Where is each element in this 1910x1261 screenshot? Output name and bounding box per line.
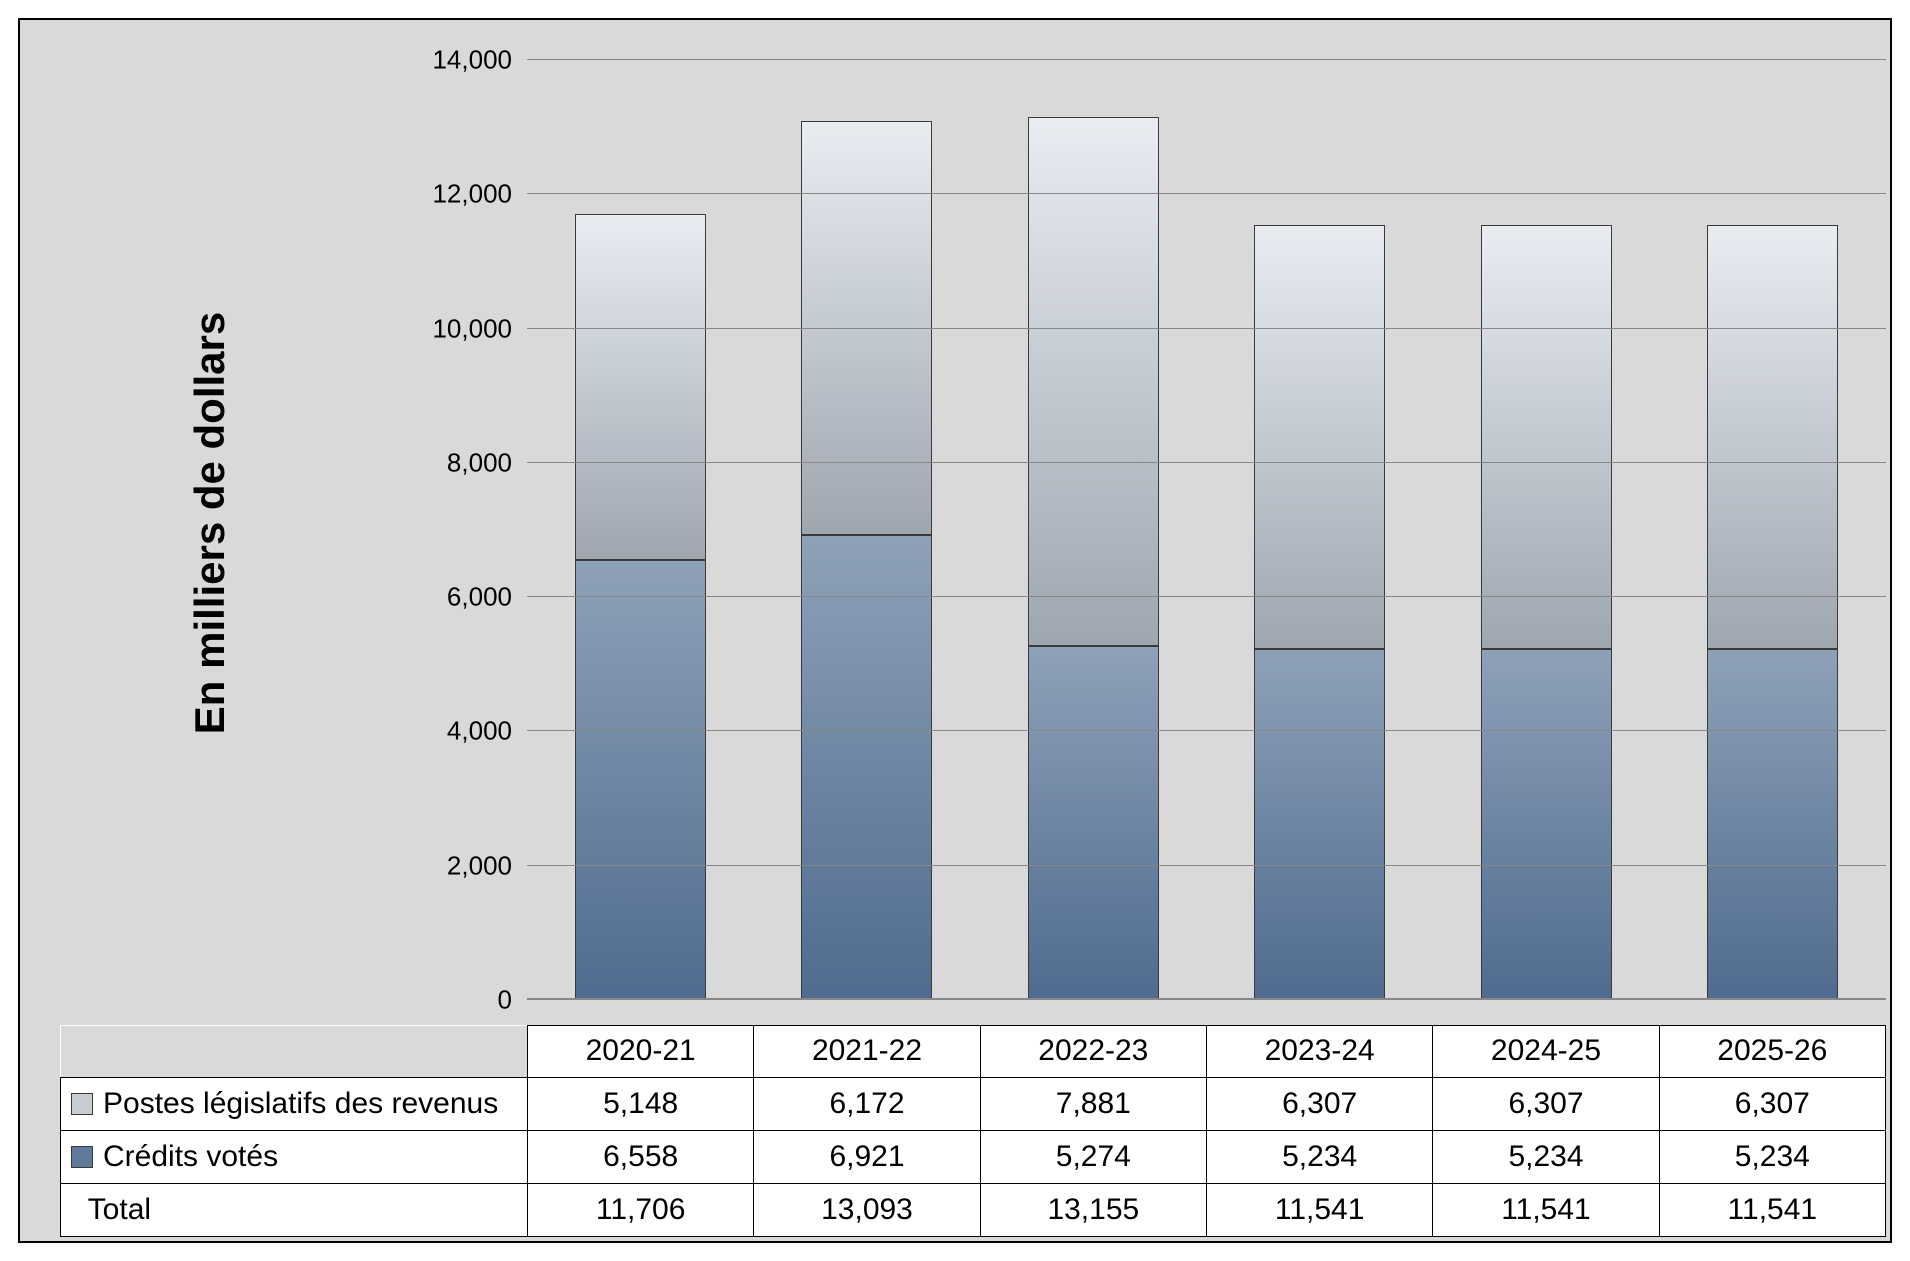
- bar-stack: [1707, 225, 1838, 1000]
- page-root: En milliers de dollars 0 2,000 4,000 6,000 8…: [0, 0, 1910, 1261]
- bar-column: [1207, 60, 1434, 1000]
- category-header-cell: 2021-22: [754, 1026, 980, 1078]
- bar-segment-credits-votes: [801, 535, 932, 1000]
- total-label-cell: Total: [61, 1183, 528, 1236]
- table-corner-cell: [61, 1026, 528, 1078]
- data-cell: 5,234: [1206, 1130, 1432, 1183]
- data-cell: 5,234: [1433, 1130, 1659, 1183]
- bar-segment-credits-votes: [1254, 649, 1385, 1000]
- y-tick-label: 0: [498, 985, 512, 1016]
- bar-column: [527, 60, 754, 1000]
- table-row: Total11,70613,09313,15511,54111,54111,54…: [61, 1183, 1886, 1236]
- data-cell: 6,921: [754, 1130, 980, 1183]
- series-label: Postes législatifs des revenus: [103, 1087, 498, 1120]
- data-cell: 6,172: [754, 1077, 980, 1130]
- total-label: Total: [88, 1194, 151, 1227]
- data-cell: 5,234: [1659, 1130, 1885, 1183]
- total-cell: 11,706: [528, 1183, 754, 1236]
- data-cell: 5,148: [528, 1077, 754, 1130]
- bar-segment-credits-votes: [1481, 649, 1612, 1000]
- data-table: 2020-212021-222022-232023-242024-252025-…: [60, 1025, 1886, 1237]
- bar-stack: [801, 121, 932, 1000]
- plot-area-wrap: 0 2,000 4,000 6,000 8,000 10,000 12,000 14,000: [302, 20, 1890, 1025]
- series-label-cell: Crédits votés: [61, 1130, 528, 1183]
- table-row: Crédits votés6,5586,9215,2745,2345,2345,…: [61, 1130, 1886, 1183]
- bar-stack: [575, 214, 706, 1000]
- bar-segment-postes-legislatifs: [1481, 225, 1612, 648]
- gridline: [527, 730, 1886, 731]
- gridline: [527, 462, 1886, 463]
- total-cell: 13,093: [754, 1183, 980, 1236]
- gridline: [527, 596, 1886, 597]
- total-cell: 11,541: [1659, 1183, 1885, 1236]
- category-header-cell: 2022-23: [980, 1026, 1206, 1078]
- bars-container: [527, 60, 1886, 1000]
- gridline: [527, 328, 1886, 329]
- bar-segment-credits-votes: [575, 560, 706, 1000]
- bar-segment-postes-legislatifs: [1028, 117, 1159, 646]
- bar-segment-postes-legislatifs: [1254, 225, 1385, 648]
- y-axis-title: En milliers de dollars: [186, 311, 234, 733]
- bar-column: [754, 60, 981, 1000]
- bar-segment-credits-votes: [1707, 649, 1838, 1000]
- bar-column: [980, 60, 1207, 1000]
- x-axis-baseline: [527, 998, 1886, 1000]
- total-cell: 11,541: [1206, 1183, 1432, 1236]
- table-row: 2020-212021-222022-232023-242024-252025-…: [61, 1026, 1886, 1078]
- y-axis-labels: 0 2,000 4,000 6,000 8,000 10,000 12,000 14,000: [302, 20, 520, 1025]
- bar-segment-postes-legislatifs: [1707, 225, 1838, 648]
- series-label: Crédits votés: [103, 1140, 278, 1173]
- data-cell: 6,307: [1433, 1077, 1659, 1130]
- data-cell: 7,881: [980, 1077, 1206, 1130]
- y-tick-label: 12,000: [432, 179, 512, 210]
- data-cell: 6,558: [528, 1130, 754, 1183]
- data-table-body: 2020-212021-222022-232023-242024-252025-…: [61, 1026, 1886, 1237]
- category-header-cell: 2024-25: [1433, 1026, 1659, 1078]
- total-cell: 13,155: [980, 1183, 1206, 1236]
- gridline: [527, 193, 1886, 194]
- plot-area: [527, 60, 1886, 1000]
- y-tick-label: 14,000: [432, 45, 512, 76]
- category-header-cell: 2025-26: [1659, 1026, 1885, 1078]
- data-cell: 6,307: [1659, 1077, 1885, 1130]
- bar-column: [1660, 60, 1887, 1000]
- category-header-cell: 2023-24: [1206, 1026, 1432, 1078]
- y-axis-title-container: En milliers de dollars: [160, 20, 260, 1025]
- bar-stack: [1481, 225, 1612, 1000]
- bar-column: [1433, 60, 1660, 1000]
- y-tick-label: 6,000: [447, 582, 512, 613]
- series-label-cell: Postes législatifs des revenus: [61, 1077, 528, 1130]
- table-row: Postes législatifs des revenus 5,1486,172…: [61, 1077, 1886, 1130]
- bar-stack: [1028, 117, 1159, 1000]
- data-cell: 6,307: [1206, 1077, 1432, 1130]
- y-tick-label: 8,000: [447, 447, 512, 478]
- data-table-area: 2020-212021-222022-232023-242024-252025-…: [60, 1025, 1886, 1237]
- chart-frame: En milliers de dollars 0 2,000 4,000 6,000 8…: [18, 18, 1892, 1243]
- y-tick-label: 10,000: [432, 313, 512, 344]
- legend-swatch: [71, 1146, 93, 1168]
- bar-segment-credits-votes: [1028, 646, 1159, 1000]
- total-cell: 11,541: [1433, 1183, 1659, 1236]
- data-cell: 5,274: [980, 1130, 1206, 1183]
- category-header-cell: 2020-21: [528, 1026, 754, 1078]
- y-tick-label: 2,000: [447, 850, 512, 881]
- legend-swatch: [71, 1093, 93, 1115]
- gridline: [527, 865, 1886, 866]
- y-tick-label: 4,000: [447, 716, 512, 747]
- gridline: [527, 59, 1886, 60]
- bar-stack: [1254, 225, 1385, 1000]
- bar-segment-postes-legislatifs: [575, 214, 706, 560]
